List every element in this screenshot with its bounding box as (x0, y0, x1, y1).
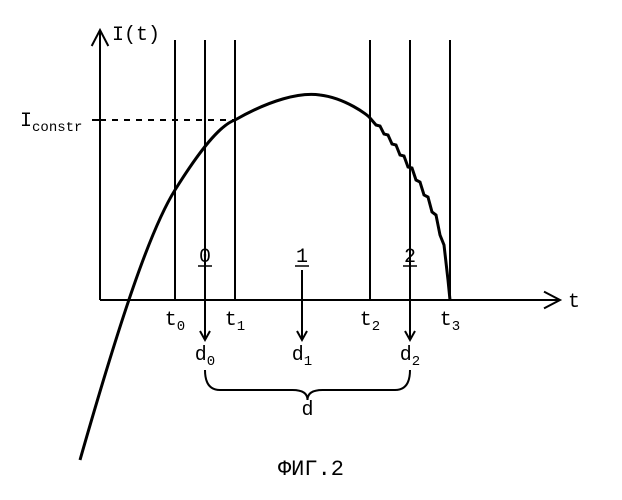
d-label: d1 (292, 344, 312, 370)
iconstr-label: Iconstr (20, 110, 82, 136)
x-axis-label: t (568, 291, 580, 314)
d-label: d0 (195, 344, 215, 370)
brace (205, 370, 410, 400)
t-label: t0 (165, 309, 185, 335)
d-label: d2 (400, 344, 420, 370)
intensity-time-diagram: I(t)tIconstr012t0t1t2t3d0d1d2dФИГ.2 (0, 0, 622, 500)
t-label: t3 (440, 309, 460, 335)
t-label: t2 (360, 309, 380, 335)
intensity-curve (80, 94, 450, 460)
figure-label: ФИГ.2 (278, 457, 344, 482)
t-label: t1 (225, 309, 245, 335)
y-axis-label: I(t) (112, 24, 160, 47)
brace-label: d (301, 399, 313, 422)
